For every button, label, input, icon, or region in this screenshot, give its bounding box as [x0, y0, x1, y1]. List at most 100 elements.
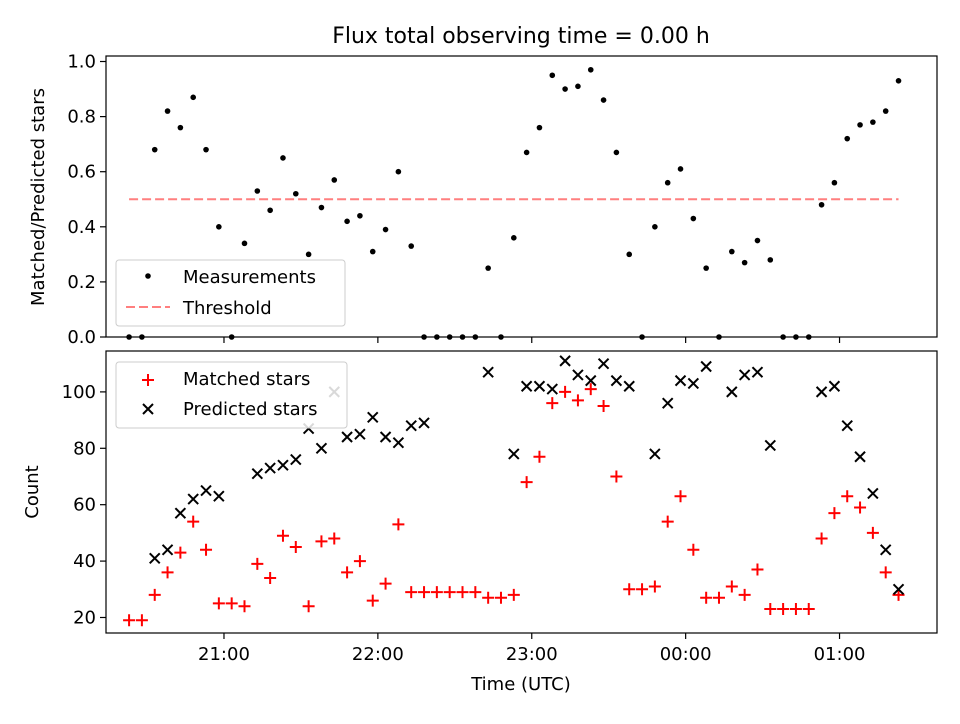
measurement-point [126, 334, 132, 340]
predicted-point [597, 357, 610, 370]
matched-point [597, 399, 610, 412]
predicted-point [354, 428, 366, 440]
matched-point [725, 580, 738, 593]
measurement-point [703, 265, 709, 271]
measurement-point [575, 83, 581, 90]
matched-point [687, 543, 700, 556]
predicted-point [726, 386, 738, 398]
matched-point [661, 515, 674, 528]
predicted-point [674, 374, 687, 387]
matched-point [187, 515, 200, 528]
legend-threshold-label: Threshold [182, 298, 272, 319]
predicted-point [585, 374, 597, 387]
matched-point [520, 476, 533, 489]
measurement-point [844, 135, 851, 142]
matched-point [161, 566, 174, 579]
predicted-point [572, 369, 584, 381]
legend-predicted-marker [142, 403, 154, 415]
top-legend: Measurements Threshold [115, 259, 346, 327]
measurement-point [716, 334, 722, 340]
y-tick-label: 0.6 [67, 162, 96, 183]
measurement-point [395, 168, 402, 175]
measurement-point [741, 259, 748, 266]
measurement-point [767, 257, 774, 263]
bottom-panel-frame [105, 350, 938, 634]
measurement-point [472, 334, 479, 340]
matched-point [123, 614, 136, 627]
predicted-point [854, 451, 866, 463]
legend-measurements-marker [145, 273, 151, 279]
bottom-legend: Matched stars Predicted stars [115, 361, 348, 429]
measurement-point [151, 146, 158, 153]
matched-point [546, 397, 559, 410]
matched-point [302, 600, 315, 613]
y-tick-label: 0.8 [67, 107, 96, 128]
matched-point [276, 529, 289, 542]
measurement-point [549, 72, 556, 79]
y-tick-label: 40 [73, 551, 96, 572]
measurement-point [536, 124, 543, 131]
measurement-point [857, 122, 863, 128]
measurement-point [664, 179, 671, 186]
matched-point [353, 555, 366, 568]
matched-point [469, 586, 482, 599]
matched-point [559, 385, 572, 398]
measurement-point [690, 215, 697, 222]
predicted-point [367, 411, 379, 423]
matched-point [533, 450, 546, 463]
matched-point [700, 591, 713, 604]
predicted-point [610, 374, 623, 387]
matched-point [494, 591, 507, 604]
predicted-point [161, 544, 174, 556]
bottom-panel: 20 40 60 80 100 21:00 22:00 23:00 00:00 01:00 Co… [22, 350, 938, 695]
predicted-point [213, 490, 225, 502]
measurement-point [382, 226, 389, 233]
matched-point [764, 603, 777, 616]
measurement-point [292, 190, 299, 197]
measurement-point [498, 334, 504, 340]
measurement-point [305, 251, 312, 258]
measurement-point [562, 86, 568, 92]
predicted-point [533, 380, 546, 392]
predicted-point [815, 386, 828, 398]
predicted-point [559, 355, 571, 367]
measurement-point [459, 334, 466, 340]
matched-point [366, 594, 379, 607]
matched-point [264, 572, 277, 585]
matched-point [174, 546, 187, 559]
matched-point [879, 566, 892, 579]
matched-point [841, 490, 854, 503]
measurement-point [344, 218, 350, 225]
matched-point [315, 535, 328, 548]
bottom-y-ticks: 20 40 60 80 100 [62, 382, 106, 628]
predicted-point [341, 431, 353, 443]
measurement-point [729, 248, 735, 255]
measurement-point [241, 240, 248, 247]
measurement-point [870, 119, 876, 125]
x-axis-label: Time (UTC) [470, 674, 571, 695]
measurement-point [254, 188, 261, 194]
matched-point [712, 591, 725, 604]
predicted-point [200, 484, 212, 497]
matched-point [482, 591, 495, 604]
y-tick-label: 100 [62, 382, 96, 403]
bottom-legend-box [115, 361, 348, 429]
top-x-ticks [223, 337, 841, 343]
top-panel-frame [105, 55, 938, 338]
measurement-point [626, 251, 633, 258]
predicted-point [277, 459, 289, 471]
measurement-point [754, 237, 761, 244]
predicted-point [841, 420, 853, 432]
x-tick-label: 22:00 [352, 644, 404, 665]
matched-point [571, 394, 584, 407]
predicted-point [892, 583, 905, 595]
matched-point [456, 586, 469, 599]
matched-point [610, 470, 623, 483]
matched-point [225, 597, 238, 610]
measurement-point [639, 334, 645, 340]
measurement-point [613, 149, 620, 156]
predicted-point [546, 383, 558, 395]
matched-point [584, 383, 597, 396]
measurement-point [780, 334, 786, 340]
